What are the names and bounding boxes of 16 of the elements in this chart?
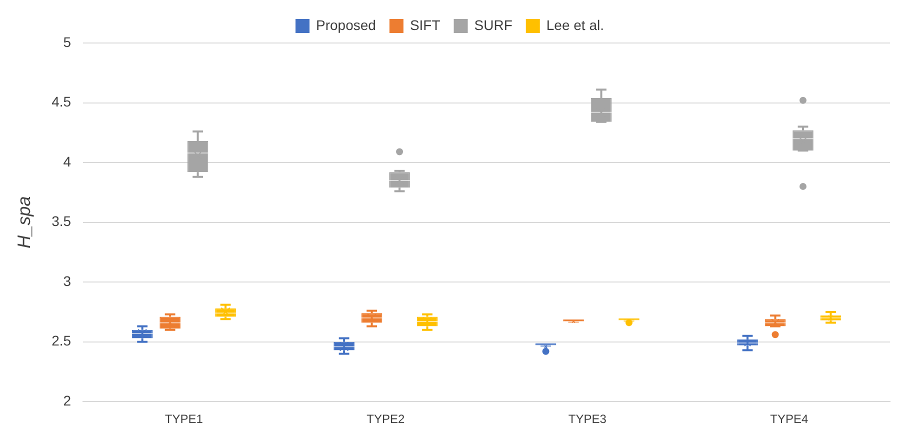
y-tick-label: 3 <box>63 272 72 289</box>
legend-label: SIFT <box>410 16 441 33</box>
y-tick-label: 4.5 <box>52 94 72 110</box>
y-tick-label: 2 <box>63 392 72 408</box>
legend-label: Proposed <box>316 16 376 33</box>
x-tick-label: TYPE4 <box>770 412 808 426</box>
x-tick-label: TYPE3 <box>568 412 607 426</box>
x-tick-label: TYPE1 <box>164 412 204 426</box>
y-tick-label: 5 <box>63 34 72 50</box>
legend-label: Lee et al. <box>546 16 604 33</box>
y-tick-label: 2.5 <box>52 332 72 349</box>
y-axis-title: H_spa <box>14 196 34 248</box>
x-tick-label: TYPE2 <box>366 412 405 426</box>
y-tick-label: 4 <box>63 153 72 170</box>
y-tick-label: 3.5 <box>52 213 72 230</box>
legend-label: SURF <box>474 16 512 33</box>
